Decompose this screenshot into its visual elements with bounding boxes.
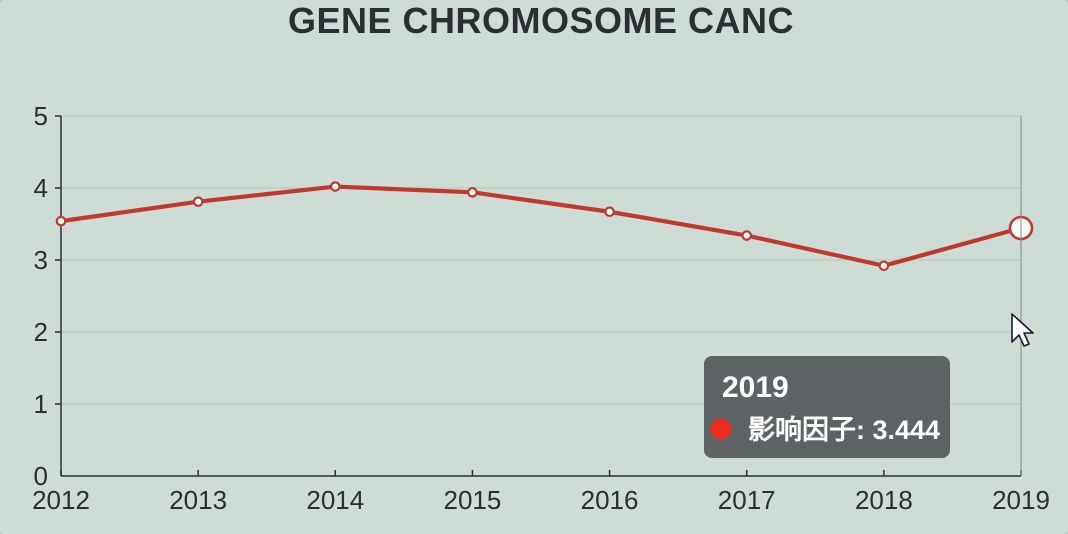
svg-text:2019: 2019	[992, 485, 1050, 515]
svg-text:1: 1	[34, 389, 48, 419]
svg-text:2018: 2018	[855, 485, 913, 515]
svg-text:4: 4	[34, 173, 48, 203]
svg-text:3: 3	[34, 245, 48, 275]
svg-text:2016: 2016	[581, 485, 639, 515]
svg-text:2: 2	[34, 317, 48, 347]
svg-text:2019: 2019	[722, 371, 789, 404]
svg-text:2012: 2012	[32, 485, 90, 515]
svg-text:2015: 2015	[444, 485, 502, 515]
svg-text:影响因子: 3.444: 影响因子: 3.444	[748, 414, 940, 445]
svg-text:5: 5	[34, 101, 48, 131]
svg-text:2017: 2017	[718, 485, 776, 515]
svg-text:2014: 2014	[306, 485, 364, 515]
svg-text:2013: 2013	[169, 485, 227, 515]
